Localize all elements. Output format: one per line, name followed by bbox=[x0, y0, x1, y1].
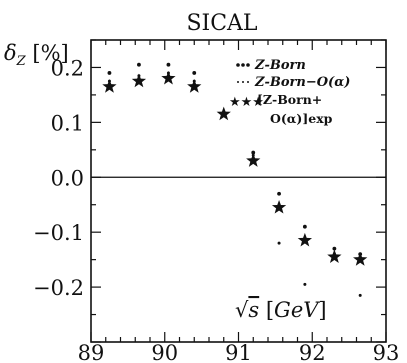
z-born-point bbox=[302, 224, 307, 229]
y-tick-label: −0.2 bbox=[33, 276, 84, 300]
star-point bbox=[246, 153, 261, 167]
star-point bbox=[131, 73, 147, 88]
x-tick-label: 91 bbox=[225, 341, 252, 363]
star-point bbox=[161, 70, 176, 85]
legend-entry-z-born: Z-Born bbox=[236, 58, 306, 73]
z-born-minus-o-alpha-point bbox=[277, 241, 281, 245]
axis-ticks: 89 90 91 92 93 0.2 0.1 0.0 −0.1 −0.2 bbox=[33, 39, 400, 363]
legend-entry-z-born-minus-o-alpha: Z-Born−O(α) bbox=[237, 75, 350, 90]
y-tick-label: −0.1 bbox=[33, 221, 84, 245]
y-tick-label: 0.0 bbox=[51, 166, 84, 190]
y-axis-label: δZ [%] bbox=[4, 41, 69, 69]
legend-star-icon: ★★★ bbox=[229, 95, 264, 110]
x-axis-label: √s [GeV] bbox=[235, 298, 327, 322]
legend: Z-Born Z-Born−O(α) ★★★ [Z-Born+ O(α)]exp bbox=[229, 58, 350, 126]
legend-label-z-born-minus-o-alpha: Z-Born−O(α) bbox=[254, 75, 350, 90]
z-born-minus-o-alpha-point bbox=[303, 282, 307, 286]
star-point bbox=[271, 199, 287, 214]
legend-label-exp-line2: O(α)]exp bbox=[270, 111, 333, 126]
chart-title: SICAL bbox=[186, 11, 257, 36]
x-tick-label: 90 bbox=[151, 341, 178, 363]
z-born-point bbox=[137, 62, 141, 67]
x-tick-label: 89 bbox=[78, 341, 105, 363]
legend-label-exp-line1: [Z-Born+ bbox=[257, 92, 322, 107]
z-born-point bbox=[251, 150, 256, 155]
data-points bbox=[102, 62, 368, 297]
star-point bbox=[353, 252, 368, 266]
star-point bbox=[327, 249, 342, 263]
z-born-point bbox=[277, 191, 281, 196]
legend-label-z-born: Z-Born bbox=[254, 58, 306, 73]
y-tick-label: 0.2 bbox=[51, 56, 84, 80]
legend-entry-exp: ★★★ [Z-Born+ O(α)]exp bbox=[229, 92, 333, 126]
star-point bbox=[216, 106, 231, 121]
z-born-minus-o-alpha-point bbox=[358, 293, 362, 297]
z-born-point bbox=[107, 71, 112, 75]
star-point bbox=[297, 232, 313, 247]
x-tick-label: 92 bbox=[299, 341, 326, 363]
z-born-point bbox=[166, 62, 171, 67]
y-tick-label: 0.1 bbox=[51, 111, 84, 135]
star-point bbox=[187, 79, 202, 93]
z-born-point bbox=[332, 246, 337, 251]
star-point bbox=[102, 79, 117, 93]
z-born-point bbox=[192, 71, 197, 75]
x-tick-label: 93 bbox=[373, 341, 400, 363]
